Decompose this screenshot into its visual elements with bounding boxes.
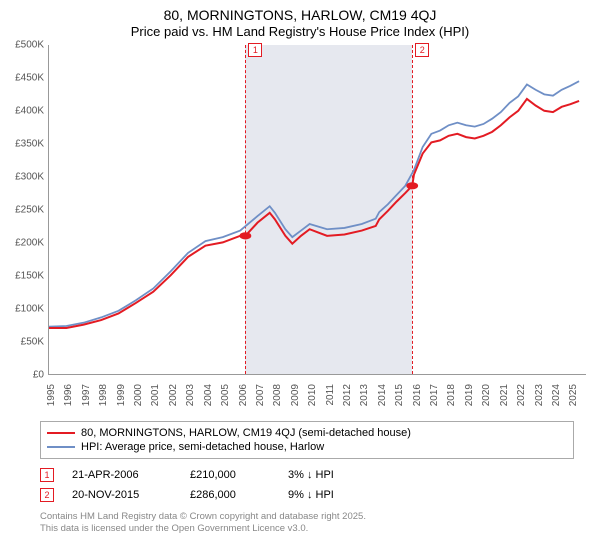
y-tick: £50K xyxy=(8,337,44,348)
chart: £0 £50K £100K £150K £200K £250K £300K £350K £400… xyxy=(8,45,592,395)
y-tick: £100K xyxy=(8,304,44,315)
x-tick: 2021 xyxy=(499,384,510,406)
transactions-table: 1 21-APR-2006 £210,000 3% ↓ HPI 2 20-NOV-2015… xyxy=(40,465,574,505)
x-tick: 1995 xyxy=(46,384,57,406)
x-tick: 2006 xyxy=(238,384,249,406)
series-hpi xyxy=(49,81,579,326)
tx-price: £210,000 xyxy=(190,469,270,481)
y-tick: £400K xyxy=(8,106,44,117)
sale-marker: 2 xyxy=(415,43,429,57)
tx-date: 21-APR-2006 xyxy=(72,469,172,481)
footer: Contains HM Land Registry data © Crown c… xyxy=(40,511,574,535)
legend-swatch xyxy=(47,432,75,434)
tx-pct: 3% ↓ HPI xyxy=(288,469,368,481)
x-tick: 2007 xyxy=(255,384,266,406)
plot-svg xyxy=(49,45,586,374)
y-tick: £300K xyxy=(8,172,44,183)
transaction-row: 1 21-APR-2006 £210,000 3% ↓ HPI xyxy=(40,465,574,485)
x-tick: 1996 xyxy=(63,384,74,406)
x-tick: 2008 xyxy=(272,384,283,406)
x-tick: 2024 xyxy=(551,384,562,406)
x-tick: 2018 xyxy=(446,384,457,406)
legend-label: HPI: Average price, semi-detached house,… xyxy=(81,441,324,453)
tx-pct: 9% ↓ HPI xyxy=(288,489,368,501)
x-tick: 2011 xyxy=(325,384,336,406)
y-tick: £450K xyxy=(8,73,44,84)
sale-dot xyxy=(239,232,251,239)
x-tick: 2017 xyxy=(429,384,440,406)
x-tick: 2015 xyxy=(394,384,405,406)
x-tick: 1998 xyxy=(98,384,109,406)
sale-dot xyxy=(406,182,418,189)
x-tick: 2002 xyxy=(168,384,179,406)
x-tick: 2000 xyxy=(133,384,144,406)
y-tick: £350K xyxy=(8,139,44,150)
x-tick: 2025 xyxy=(568,384,579,406)
legend-row: HPI: Average price, semi-detached house,… xyxy=(47,440,567,454)
title-line1: 80, MORNINGTONS, HARLOW, CM19 4QJ xyxy=(0,6,600,24)
legend-swatch xyxy=(47,446,75,448)
x-tick: 2019 xyxy=(464,384,475,406)
x-tick: 2014 xyxy=(377,384,388,406)
y-axis: £0£50K£100K£150K£200K£250K£300K£350K£400… xyxy=(8,45,44,375)
tx-marker: 1 xyxy=(40,468,54,482)
y-tick: £0 xyxy=(8,370,44,381)
footer-line2: This data is licensed under the Open Gov… xyxy=(40,523,574,535)
x-tick: 1997 xyxy=(81,384,92,406)
legend: 80, MORNINGTONS, HARLOW, CM19 4QJ (semi-… xyxy=(40,421,574,459)
y-tick: £500K xyxy=(8,40,44,51)
title-block: 80, MORNINGTONS, HARLOW, CM19 4QJ Price … xyxy=(0,0,600,41)
x-tick: 2003 xyxy=(185,384,196,406)
tx-price: £286,000 xyxy=(190,489,270,501)
plot-area: 12 xyxy=(48,45,586,375)
sale-marker: 1 xyxy=(248,43,262,57)
x-tick: 2010 xyxy=(307,384,318,406)
x-axis: 1995199619971998199920002001200220032004… xyxy=(48,375,586,395)
x-tick: 2005 xyxy=(220,384,231,406)
title-line2: Price paid vs. HM Land Registry's House … xyxy=(0,24,600,41)
y-tick: £150K xyxy=(8,271,44,282)
x-tick: 1999 xyxy=(116,384,127,406)
x-tick: 2009 xyxy=(290,384,301,406)
x-tick: 2022 xyxy=(516,384,527,406)
x-tick: 2012 xyxy=(342,384,353,406)
transaction-row: 2 20-NOV-2015 £286,000 9% ↓ HPI xyxy=(40,485,574,505)
x-tick: 2004 xyxy=(203,384,214,406)
y-tick: £200K xyxy=(8,238,44,249)
tx-date: 20-NOV-2015 xyxy=(72,489,172,501)
footer-line1: Contains HM Land Registry data © Crown c… xyxy=(40,511,574,523)
x-tick: 2020 xyxy=(481,384,492,406)
x-tick: 2001 xyxy=(150,384,161,406)
y-tick: £250K xyxy=(8,205,44,216)
legend-label: 80, MORNINGTONS, HARLOW, CM19 4QJ (semi-… xyxy=(81,427,411,439)
x-tick: 2016 xyxy=(412,384,423,406)
series-price_paid xyxy=(49,99,579,328)
legend-row: 80, MORNINGTONS, HARLOW, CM19 4QJ (semi-… xyxy=(47,426,567,440)
x-tick: 2013 xyxy=(359,384,370,406)
x-tick: 2023 xyxy=(534,384,545,406)
tx-marker: 2 xyxy=(40,488,54,502)
